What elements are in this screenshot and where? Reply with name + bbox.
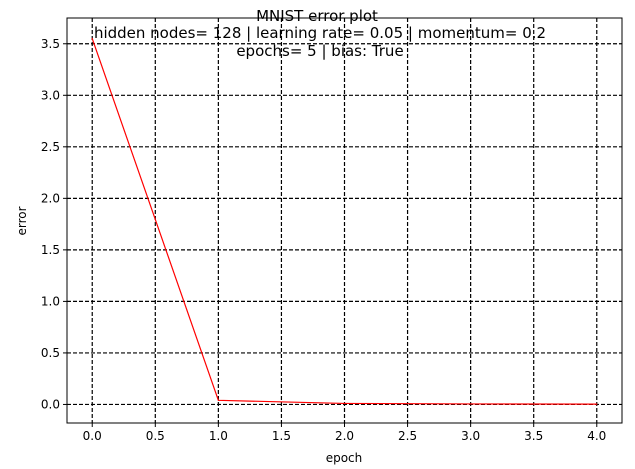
y-tick-label: 2.0 [41,191,60,205]
x-tick-label: 3.5 [524,429,543,443]
x-axis-label: epoch [326,451,363,465]
x-tick-label: 2.0 [335,429,354,443]
y-tick-label: 1.5 [41,243,60,257]
y-tick-label: 2.5 [41,140,60,154]
chart-subtitle-line-2: epochs= 5 | bias: True [236,42,403,60]
x-tick-label: 1.5 [272,429,291,443]
tick-layer: 0.0 0.5 1.0 1.5 2.0 2.5 3.0 3.5 4.0 0.0 0.5 1.0 1.5 2… [41,37,606,443]
x-tick-label: 0.0 [83,429,102,443]
y-tick-label: 0.0 [41,397,60,411]
data-point [470,403,472,405]
x-tick-label: 3.0 [461,429,480,443]
chart-subtitle-line-1: hidden nodes= 128 | learning rate= 0.05 … [94,24,546,42]
x-tick-label: 1.0 [209,429,228,443]
data-point [596,403,598,405]
y-axis-label: error [15,206,29,235]
data-point [91,38,93,40]
series-layer [91,38,598,405]
data-point [217,399,219,401]
data-point [343,402,346,405]
y-tick-label: 3.0 [41,88,60,102]
x-tick-label: 4.0 [587,429,606,443]
chart-title: MNIST error plot [256,7,378,25]
x-tick-label: 2.5 [398,429,417,443]
x-tick-label: 0.5 [146,429,165,443]
y-tick-label: 1.0 [41,294,60,308]
y-tick-label: 0.5 [41,346,60,360]
y-tick-label: 3.5 [41,37,60,51]
grid-layer [67,18,622,423]
